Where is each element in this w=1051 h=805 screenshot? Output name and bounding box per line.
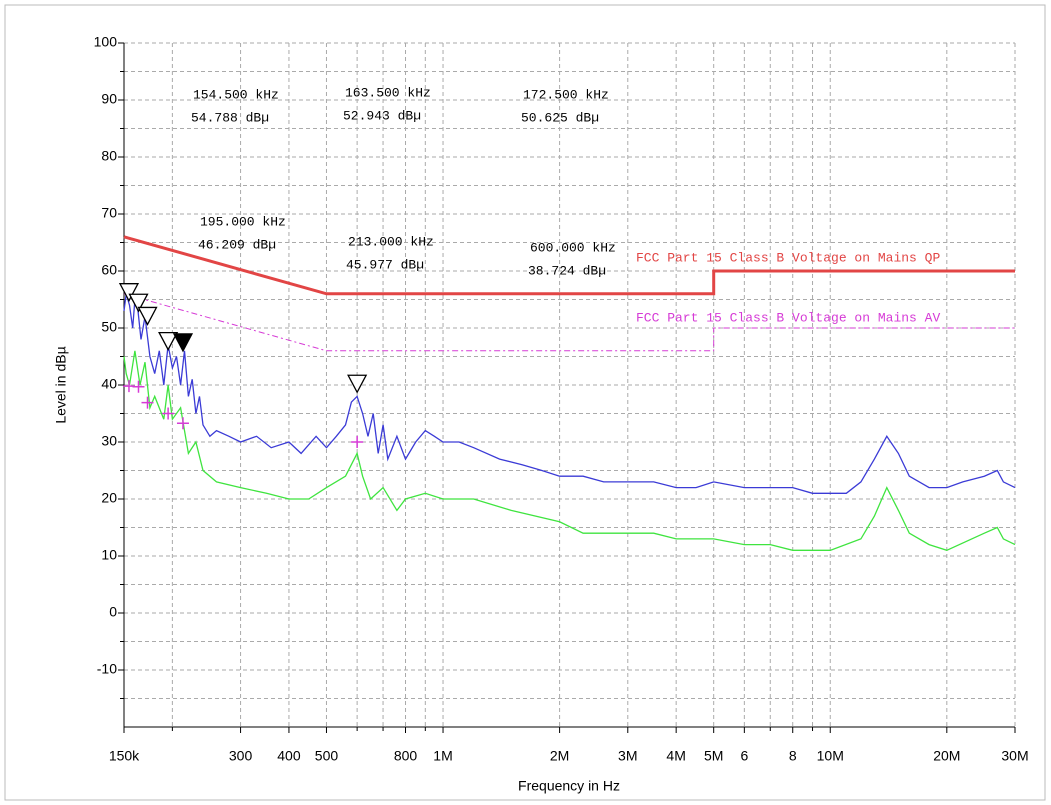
marker-level: 52.943 dBµ xyxy=(343,108,421,123)
y-tick-label: 70 xyxy=(101,205,117,221)
x-tick-label: 1M xyxy=(433,748,452,764)
x-tick-label: 5M xyxy=(704,748,723,764)
av-marker xyxy=(132,380,145,393)
x-tick-label: 300 xyxy=(229,748,253,764)
x-axis-label: Frequency in Hz xyxy=(518,778,620,794)
marker-level: 50.625 dBµ xyxy=(521,110,599,125)
y-axis-label: Level in dBµ xyxy=(53,346,69,423)
limit-label: FCC Part 15 Class B Voltage on Mains AV xyxy=(636,310,940,325)
trace xyxy=(123,293,1016,494)
av-marker xyxy=(176,417,189,430)
limit-label: FCC Part 15 Class B Voltage on Mains QP xyxy=(636,250,940,265)
trace xyxy=(123,350,1016,551)
marker-frequency: 213.000 kHz xyxy=(348,234,434,249)
marker-level: 54.788 dBµ xyxy=(191,110,269,125)
x-tick-label: 2M xyxy=(550,748,569,764)
frame xyxy=(4,4,1046,801)
marker-level: 45.977 dBµ xyxy=(346,257,424,272)
y-tick-label: 10 xyxy=(101,547,117,563)
x-tick-label: 8 xyxy=(789,748,797,764)
marker-frequency: 600.000 kHz xyxy=(530,240,616,255)
x-tick-label: 20M xyxy=(933,748,960,764)
y-tick-label: 50 xyxy=(101,319,117,335)
av-marker xyxy=(351,436,364,448)
y-tick-label: 40 xyxy=(101,376,117,392)
x-tick-label: 500 xyxy=(315,748,339,764)
limit-line xyxy=(123,293,1015,352)
y-tick-label: 20 xyxy=(101,490,117,506)
peak-marker xyxy=(347,374,368,394)
marker-frequency: 163.500 kHz xyxy=(345,85,431,100)
x-tick-label: 10M xyxy=(817,748,844,764)
peak-marker xyxy=(158,331,179,351)
x-tick-label: 400 xyxy=(277,748,301,764)
y-tick-label: 0 xyxy=(109,604,117,620)
peak-marker xyxy=(118,283,140,303)
av-marker xyxy=(162,407,175,420)
peak-marker xyxy=(137,306,158,326)
marker-frequency: 195.000 kHz xyxy=(200,214,286,229)
limit-line xyxy=(123,235,1015,296)
peak-marker xyxy=(128,293,149,313)
x-tick-label: 150k xyxy=(109,748,140,764)
y-tick-label: 80 xyxy=(101,148,117,164)
av-marker xyxy=(141,396,154,409)
x-tick-label: 6 xyxy=(740,748,748,764)
marker-frequency: 154.500 kHz xyxy=(193,87,279,102)
x-tick-label: 3M xyxy=(618,748,637,764)
y-tick-label: 30 xyxy=(101,433,117,449)
marker-level: 38.724 dBµ xyxy=(528,263,606,278)
marker-frequency: 172.500 kHz xyxy=(523,87,609,102)
marker-level: 46.209 dBµ xyxy=(198,237,276,252)
x-tick-label: 800 xyxy=(394,748,418,764)
y-tick-label: -10 xyxy=(97,661,117,677)
y-tick-label: 100 xyxy=(94,34,118,50)
y-tick-label: 60 xyxy=(101,262,117,278)
peak-marker xyxy=(172,333,194,353)
x-tick-label: 4M xyxy=(666,748,685,764)
x-tick-label: 30M xyxy=(1001,748,1028,764)
y-tick-label: 90 xyxy=(101,91,117,107)
